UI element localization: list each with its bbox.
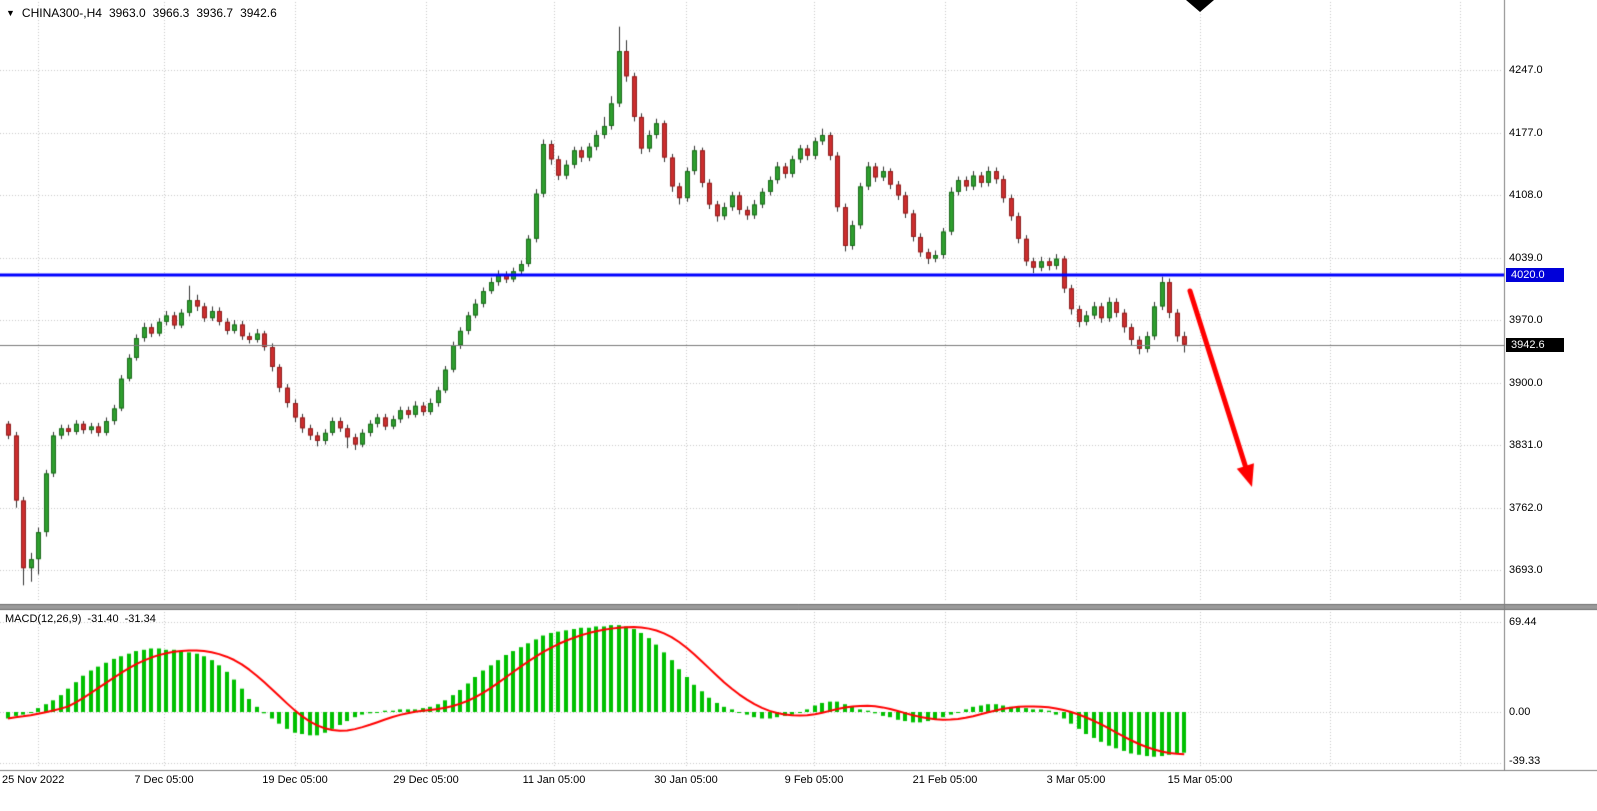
symbol-name: CHINA300-,H4: [21, 6, 102, 20]
hline-price-tag: 4020.0: [1506, 267, 1564, 282]
ohlc-open: 3963.0: [108, 6, 146, 20]
macd-value: -31.40: [87, 613, 119, 625]
collapse-triangle-icon[interactable]: ▼: [6, 7, 15, 18]
symbol-header: ▼ CHINA300-,H4 3963.0 3966.3 3936.7 3942…: [6, 6, 277, 20]
current-price-tag: 3942.6: [1506, 337, 1564, 352]
chart-shift-marker-icon: [1186, 0, 1214, 12]
ohlc-low: 3936.7: [196, 6, 234, 20]
macd-name: MACD(12,26,9): [5, 613, 82, 625]
macd-indicator-label: MACD(12,26,9) -31.40 -31.34: [5, 613, 156, 625]
macd-signal-value: -31.34: [124, 613, 156, 625]
ohlc-high: 3966.3: [152, 6, 190, 20]
ohlc-close: 3942.6: [240, 6, 277, 20]
